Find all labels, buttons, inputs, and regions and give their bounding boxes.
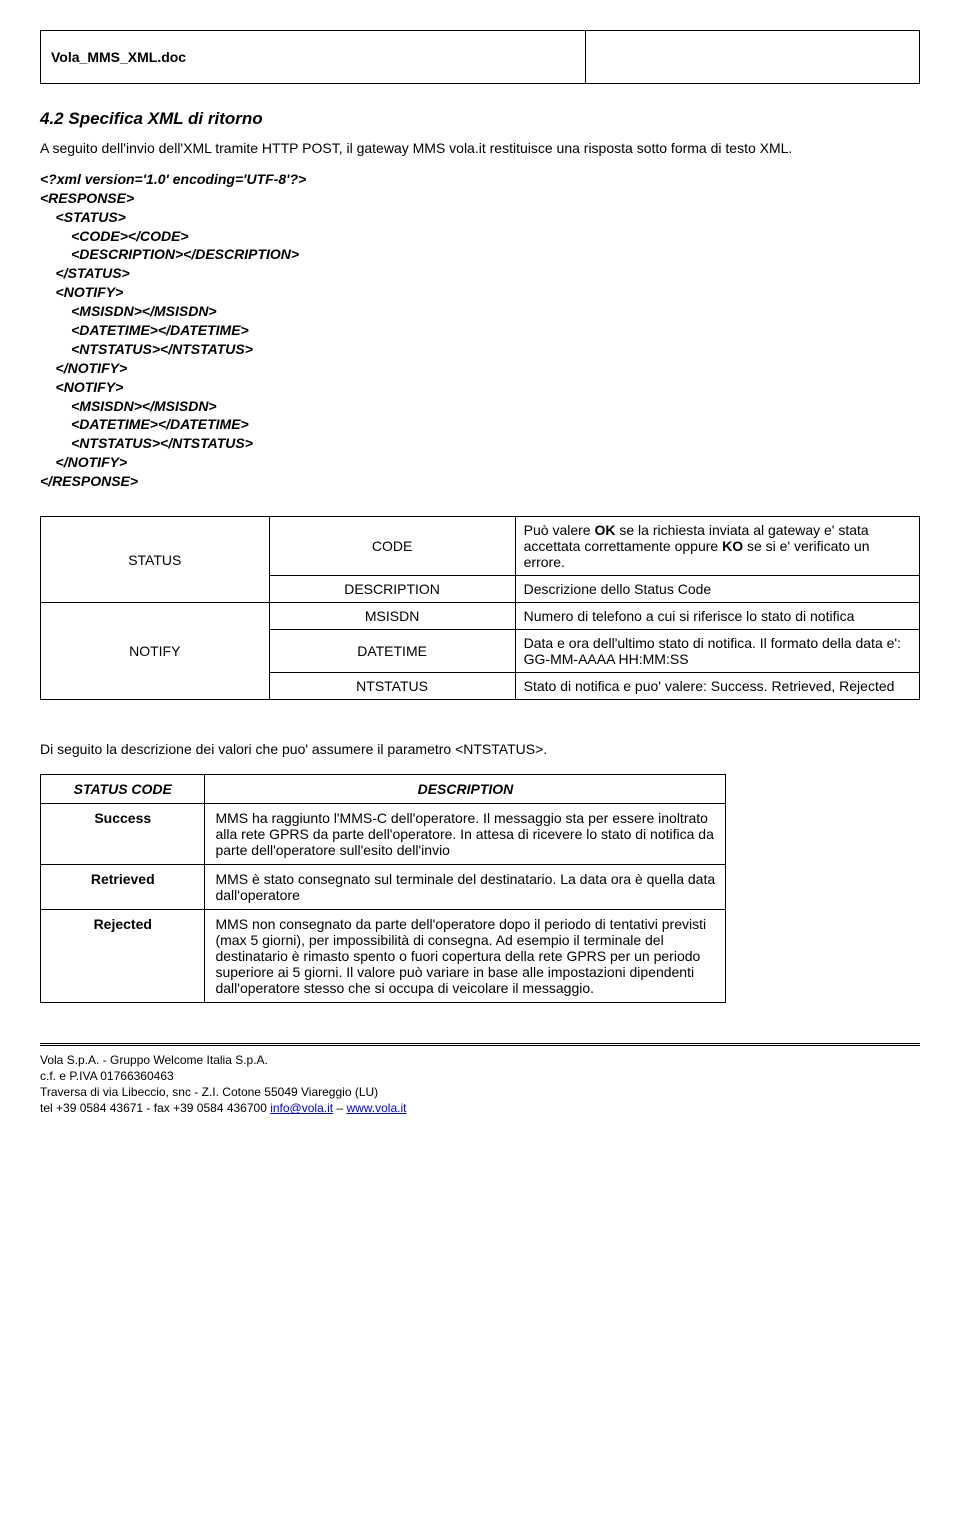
doc-header-empty-cell xyxy=(585,31,919,84)
table-row: STATUS CODE DESCRIPTION xyxy=(41,774,726,803)
cell-msisdn: MSISDN xyxy=(269,603,515,630)
section-heading: 4.2 Specifica XML di ritorno xyxy=(40,109,920,129)
header-status-code: STATUS CODE xyxy=(41,774,205,803)
section-intro: A seguito dell'invio dell'XML tramite HT… xyxy=(40,139,920,158)
cell-datetime-desc: Data e ora dell'ultimo stato di notifica… xyxy=(515,630,919,673)
cell-ntstatus: NTSTATUS xyxy=(269,673,515,700)
doc-header: Vola_MMS_XML.doc xyxy=(40,30,920,84)
cell-notify: NOTIFY xyxy=(41,603,270,700)
footer-contact: tel +39 0584 43671 - fax +39 0584 436700… xyxy=(40,1100,920,1116)
response-fields-table: STATUS CODE Può valere OK se la richiest… xyxy=(40,516,920,700)
footer-company: Vola S.p.A. - Gruppo Welcome Italia S.p.… xyxy=(40,1052,920,1068)
cell-rejected: Rejected xyxy=(41,909,205,1002)
footer-address: Traversa di via Libeccio, snc - Z.I. Cot… xyxy=(40,1084,920,1100)
cell-msisdn-desc: Numero di telefono a cui si riferisce lo… xyxy=(515,603,919,630)
cell-code-desc: Può valere OK se la richiesta inviata al… xyxy=(515,517,919,576)
doc-title-cell: Vola_MMS_XML.doc xyxy=(41,31,586,84)
cell-ntstatus-desc: Stato di notifica e puo' valere: Success… xyxy=(515,673,919,700)
cell-code: CODE xyxy=(269,517,515,576)
page-footer: Vola S.p.A. - Gruppo Welcome Italia S.p.… xyxy=(40,1043,920,1117)
cell-description: DESCRIPTION xyxy=(269,576,515,603)
table-row: Success MMS ha raggiunto l'MMS-C dell'op… xyxy=(41,803,726,864)
table-row: STATUS CODE Può valere OK se la richiest… xyxy=(41,517,920,576)
cell-retrieved: Retrieved xyxy=(41,864,205,909)
cell-rejected-desc: MMS non consegnato da parte dell'operato… xyxy=(205,909,726,1002)
table-row: Rejected MMS non consegnato da parte del… xyxy=(41,909,726,1002)
cell-success: Success xyxy=(41,803,205,864)
footer-email-link[interactable]: info@vola.it xyxy=(270,1101,333,1115)
between-tables-text: Di seguito la descrizione dei valori che… xyxy=(40,740,920,759)
table-row: NOTIFY MSISDN Numero di telefono a cui s… xyxy=(41,603,920,630)
footer-web-link[interactable]: www.vola.it xyxy=(346,1101,406,1115)
xml-sample: <?xml version='1.0' encoding='UTF-8'?> <… xyxy=(40,170,920,491)
cell-datetime: DATETIME xyxy=(269,630,515,673)
table-row: Retrieved MMS è stato consegnato sul ter… xyxy=(41,864,726,909)
cell-status: STATUS xyxy=(41,517,270,603)
header-description: DESCRIPTION xyxy=(205,774,726,803)
cell-retrieved-desc: MMS è stato consegnato sul terminale del… xyxy=(205,864,726,909)
status-codes-table: STATUS CODE DESCRIPTION Success MMS ha r… xyxy=(40,774,726,1003)
cell-description-desc: Descrizione dello Status Code xyxy=(515,576,919,603)
footer-vat: c.f. e P.IVA 01766360463 xyxy=(40,1068,920,1084)
cell-success-desc: MMS ha raggiunto l'MMS-C dell'operatore.… xyxy=(205,803,726,864)
